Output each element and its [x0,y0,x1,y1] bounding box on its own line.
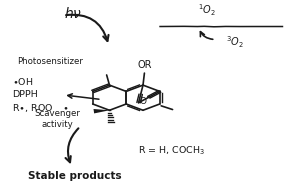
Text: Photosensitizer: Photosensitizer [17,57,84,66]
Text: Scavenger
activity: Scavenger activity [35,109,81,129]
Text: $^3O_2$: $^3O_2$ [226,34,243,50]
Text: Stable products: Stable products [28,171,122,181]
Text: $\bullet$OH: $\bullet$OH [12,77,34,88]
Text: $\bullet$: $\bullet$ [62,103,68,112]
Text: DPPH: DPPH [12,90,38,99]
Text: $^1O_2$: $^1O_2$ [198,2,216,18]
Text: OR: OR [137,60,152,70]
Text: R = H, COCH$_3$: R = H, COCH$_3$ [138,144,205,157]
Polygon shape [94,109,110,113]
Text: $h\nu$: $h\nu$ [64,6,82,21]
Text: O: O [139,97,146,106]
Text: R$\bullet$, ROO: R$\bullet$, ROO [12,102,53,114]
